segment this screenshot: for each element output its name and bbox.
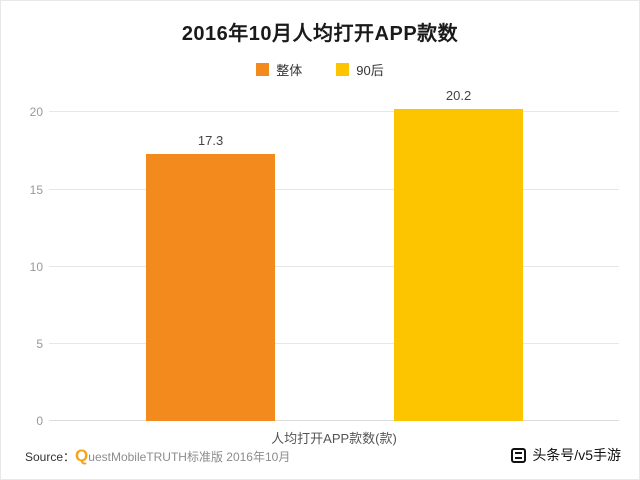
bar-overall: 17.3 <box>145 133 276 421</box>
y-tick-label: 5 <box>36 336 43 351</box>
y-tick-label: 0 <box>36 414 43 428</box>
source-line: Source： Q uestMobile TRUTH标准版 2016年10月 <box>25 447 290 465</box>
gridline <box>49 188 619 190</box>
chart-title: 2016年10月人均打开APP款数 <box>181 23 459 45</box>
bar-post90: 20.2 <box>393 88 524 421</box>
x-axis-label: 人均打开APP款数(款) <box>271 431 397 446</box>
legend-swatch-post90 <box>336 63 350 76</box>
bar-chart: 17.3 20.2 0 5 10 15 20 人均打开APP款数(款) <box>17 88 623 453</box>
bar-value-overall: 17.3 <box>197 133 224 149</box>
legend-item-overall: 整体 <box>256 60 302 79</box>
toutiao-icon <box>511 447 527 463</box>
legend-swatch-overall <box>256 63 270 76</box>
source-suffix: TRUTH标准版 2016年10月 <box>146 450 291 464</box>
y-tick-label: 10 <box>29 259 43 274</box>
bar-value-post90: 20.2 <box>445 88 472 104</box>
plot-area: 17.3 20.2 0 5 10 15 20 <box>30 88 619 428</box>
source-prefix: Source： <box>25 450 76 464</box>
gridline <box>49 111 619 113</box>
watermark-text: 头条号/v5手游 <box>532 447 621 463</box>
y-tick-label: 20 <box>29 105 43 120</box>
gridline <box>49 265 619 267</box>
watermark: 头条号/v5手游 <box>511 445 621 465</box>
gridline <box>49 342 619 344</box>
legend-label-overall: 整体 <box>276 63 303 78</box>
questmobile-logo-q: Q <box>75 446 89 465</box>
y-tick-label: 15 <box>29 182 43 197</box>
legend-label-post90: 90后 <box>356 63 384 78</box>
legend-item-post90: 90后 <box>336 60 384 79</box>
gridline <box>49 420 619 421</box>
questmobile-logo-rest: uestMobile <box>88 450 147 464</box>
legend: 整体 90后 <box>1 60 639 79</box>
